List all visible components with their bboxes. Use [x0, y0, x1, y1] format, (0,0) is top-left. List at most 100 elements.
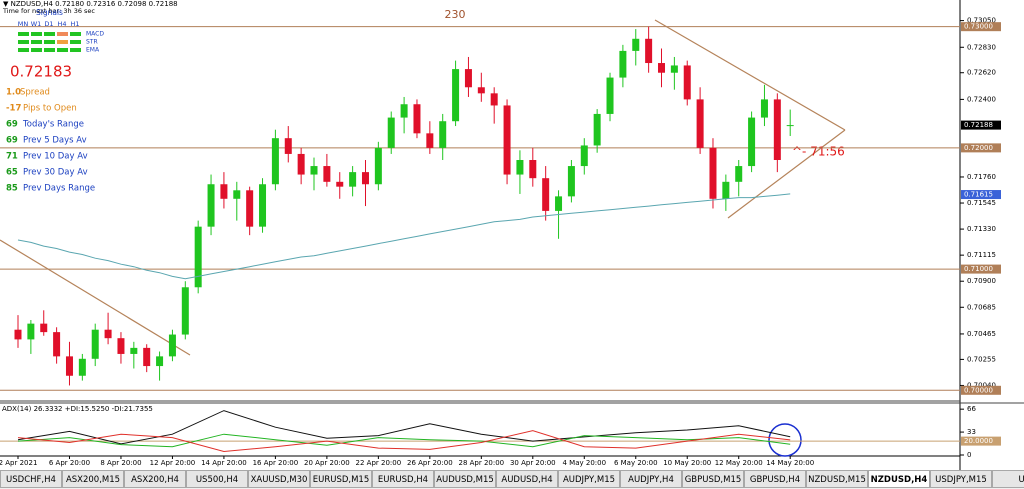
tab-label[interactable]: USDCHF,H4 — [6, 475, 56, 485]
ma-price-box-label: 0.71615 — [964, 191, 993, 199]
signal-box — [70, 40, 81, 44]
candle-body — [555, 196, 563, 211]
y-tick-label: 0.70685 — [967, 303, 996, 311]
tab[interactable] — [806, 470, 868, 488]
signal-box — [44, 48, 55, 52]
candle-body — [220, 184, 228, 199]
candle-body — [336, 181, 344, 187]
candle-body — [14, 329, 22, 340]
level-price-label: 0.72000 — [964, 144, 993, 152]
candle-body — [542, 178, 550, 211]
tab-label[interactable]: EURUSD,M15 — [313, 475, 370, 485]
x-tick-label: 26 Apr 20:00 — [407, 459, 453, 467]
candle-body — [400, 104, 408, 118]
x-tick-label: 6 May 20:00 — [614, 459, 658, 467]
candle-body — [284, 138, 292, 154]
candle-body — [156, 356, 164, 367]
tab[interactable] — [186, 470, 248, 488]
indicator-label: EMA — [86, 47, 100, 54]
tab[interactable] — [558, 470, 620, 488]
x-tick-label: 10 May 20:00 — [663, 459, 711, 467]
tab[interactable] — [868, 470, 930, 488]
indicator-title: ADX(14) 26.3332 +DI:15.5250 -DI:21.7355 — [2, 405, 153, 413]
candle-body — [464, 69, 472, 88]
candle-body — [477, 87, 485, 94]
adx-line — [17, 410, 791, 445]
y-tick-label: 0.70255 — [967, 355, 996, 363]
tab-label[interactable]: US500,H4 — [196, 475, 238, 485]
adx-line — [17, 430, 791, 453]
y-tick-label: 0.70465 — [967, 330, 996, 338]
stat-label: Spread — [20, 88, 50, 98]
level-price-box — [961, 22, 1001, 32]
tab-label[interactable]: GBPUSD,M15 — [685, 475, 742, 485]
x-tick-label: 20 Apr 20:00 — [304, 459, 350, 467]
tab[interactable] — [682, 470, 744, 488]
tab-label[interactable]: ASX200,H4 — [131, 475, 179, 485]
signal-box — [31, 48, 42, 52]
y-tick-label: 0.70900 — [967, 277, 996, 285]
x-tick-label: 28 Apr 20:00 — [458, 459, 504, 467]
tab[interactable] — [620, 470, 682, 488]
stat-label: Prev 30 Day Av — [23, 168, 88, 178]
y-tick-label: 0.71115 — [967, 251, 996, 259]
stat-label: Today's Range — [22, 120, 84, 130]
tab[interactable] — [992, 470, 1024, 488]
tab-label[interactable]: U: — [1018, 475, 1024, 485]
tab[interactable] — [372, 470, 434, 488]
adx-line — [17, 433, 791, 448]
tab-label[interactable]: AUDJPY,M15 — [563, 475, 615, 485]
tab-label[interactable]: AUDUSD,M15 — [436, 475, 494, 485]
candle-body — [773, 99, 781, 160]
tab[interactable] — [248, 470, 310, 488]
tab[interactable] — [62, 470, 124, 488]
stat-label: Prev 10 Day Av — [23, 152, 88, 162]
y-tick-label: 0 — [967, 451, 971, 459]
signal-grid — [18, 32, 81, 52]
tab-label[interactable]: XAUUSD,M30 — [251, 475, 308, 485]
tab-label[interactable]: ASX200,M15 — [66, 475, 120, 485]
x-tick-label: 14 May 20:00 — [766, 459, 814, 467]
candle-body — [413, 104, 421, 134]
tab[interactable] — [0, 470, 62, 488]
ma-price-box — [961, 190, 1001, 200]
signal-box — [18, 48, 29, 52]
y-tick-label: 0.72400 — [967, 95, 996, 103]
x-tick-label: 22 Apr 20:00 — [356, 459, 402, 467]
tab[interactable] — [930, 470, 992, 488]
signal-box — [70, 32, 81, 36]
stat-value: 69 — [6, 120, 18, 130]
tab-label[interactable]: EURUSD,H4 — [378, 475, 428, 485]
tab-label[interactable]: AUDUSD,H4 — [501, 475, 552, 485]
tab[interactable] — [434, 470, 496, 488]
tab[interactable] — [124, 470, 186, 488]
candle-body — [567, 166, 575, 197]
tab-label[interactable]: GBPUSD,H4 — [750, 475, 800, 485]
candle-body — [645, 38, 653, 64]
tab[interactable] — [310, 470, 372, 488]
timeframe-label: H1 — [70, 20, 79, 28]
candle-body — [722, 181, 730, 199]
tab-label[interactable]: NZDUSD,M15 — [808, 475, 866, 485]
candle-body — [259, 184, 267, 227]
trend-line — [727, 129, 846, 219]
candle-body — [696, 99, 704, 148]
tab-label[interactable]: AUDJPY,H4 — [628, 475, 674, 485]
candle-body — [580, 145, 588, 167]
signal-box — [44, 32, 55, 36]
candle-body — [194, 226, 202, 288]
tab-label[interactable]: USDJPY,M15 — [935, 475, 987, 485]
stat-label: Prev 5 Days Av — [23, 136, 87, 146]
signal-box — [31, 32, 42, 36]
tab[interactable] — [496, 470, 558, 488]
candle-body — [683, 65, 691, 100]
candle-body — [297, 153, 305, 175]
tab[interactable] — [744, 470, 806, 488]
x-tick-label: 12 Apr 20:00 — [150, 459, 196, 467]
level-price-label: 0.73000 — [964, 23, 993, 31]
tab-label[interactable]: NZDUSD,H4 — [871, 475, 928, 485]
last-price-box-label: 0.72188 — [964, 121, 993, 129]
level-price-box — [961, 143, 1001, 153]
